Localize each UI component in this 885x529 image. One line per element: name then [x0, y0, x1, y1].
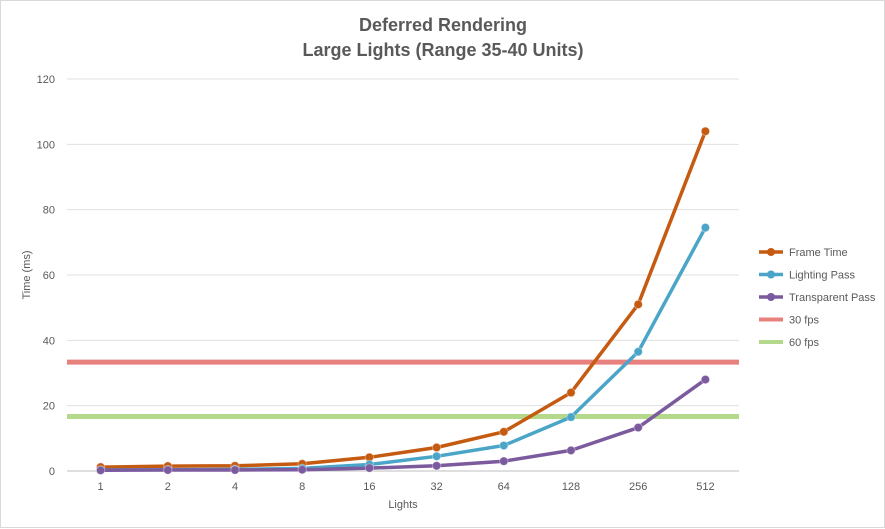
x-tick-label: 16: [363, 481, 375, 493]
y-tick-label: 20: [43, 401, 55, 413]
y-tick-label: 120: [37, 74, 55, 86]
x-tick-label: 512: [696, 481, 714, 493]
x-tick-label: 64: [498, 481, 510, 493]
data-point-lighting-pass: [499, 440, 509, 451]
legend-marker: [767, 270, 775, 279]
y-tick-label: 80: [43, 205, 55, 217]
y-tick-label: 60: [43, 270, 55, 282]
x-tick-label: 1: [98, 481, 104, 493]
data-point-lighting-pass: [633, 347, 643, 357]
legend-marker: [767, 293, 775, 301]
data-point-transparent-pass: [431, 461, 442, 471]
legend-label: 30 fps: [789, 315, 819, 327]
data-point-transparent-pass: [566, 445, 576, 456]
gridlines: [67, 78, 739, 472]
y-tick-label: 100: [37, 139, 55, 151]
series-line-transparent-pass: [98, 377, 708, 473]
x-tick-label: 2: [165, 481, 171, 493]
data-point-frame-time: [700, 126, 711, 136]
legend-label: Lighting Pass: [789, 270, 856, 282]
data-point-transparent-pass: [297, 464, 307, 475]
data-point-lighting-pass: [431, 451, 442, 461]
legend-item-transparent-pass: Transparent Pass: [759, 292, 876, 304]
data-point-frame-time: [431, 442, 442, 453]
data-point-transparent-pass: [95, 465, 106, 476]
data-point-transparent-pass: [499, 456, 509, 466]
legend-item-60-fps: 60 fps: [759, 337, 819, 349]
data-point-lighting-pass: [566, 412, 576, 422]
data-point-transparent-pass: [230, 465, 240, 475]
x-tick-label: 256: [629, 481, 647, 493]
legend-label: Transparent Pass: [789, 292, 876, 304]
legend-item-lighting-pass: Lighting Pass: [759, 270, 856, 282]
x-tick-label: 8: [299, 481, 305, 493]
y-axis-label: Time (ms): [21, 250, 33, 299]
legend-item-frame-time: Frame Time: [759, 247, 848, 259]
legend: Frame Time Lighting Pass Transparent Pass 3…: [759, 247, 876, 349]
data-point-transparent-pass: [700, 374, 711, 385]
tick-labels: 0 20 40 60 80 100 120 1 2 4 8 16 32 64 128 256 512: [37, 74, 715, 493]
y-tick-label: 40: [43, 335, 55, 347]
data-point-frame-time: [566, 387, 576, 398]
series-line-lighting-pass: [98, 225, 708, 472]
data-point-frame-time: [633, 299, 643, 310]
x-axis-label: Lights: [388, 499, 418, 511]
reference-lines: [67, 359, 739, 420]
x-tick-label: 4: [232, 481, 238, 493]
x-tick-label: 128: [562, 481, 580, 493]
legend-label: 60 fps: [789, 337, 819, 349]
chart-title-line-1: Deferred Rendering: [359, 15, 527, 35]
y-tick-label: 0: [49, 466, 55, 478]
data-point-transparent-pass: [364, 463, 375, 473]
legend-item-30-fps: 30 fps: [759, 315, 819, 327]
data-point-frame-time: [499, 427, 509, 437]
series-line-frame-time: [98, 129, 708, 469]
legend-label: Frame Time: [789, 247, 848, 259]
data-point-transparent-pass: [163, 465, 173, 475]
chart-title-line-2: Large Lights (Range 35-40 Units): [302, 40, 583, 60]
data-point-transparent-pass: [633, 422, 643, 433]
legend-marker: [767, 248, 775, 256]
data-point-lighting-pass: [700, 222, 711, 233]
series-lines: [95, 126, 711, 476]
x-tick-label: 32: [430, 481, 442, 493]
